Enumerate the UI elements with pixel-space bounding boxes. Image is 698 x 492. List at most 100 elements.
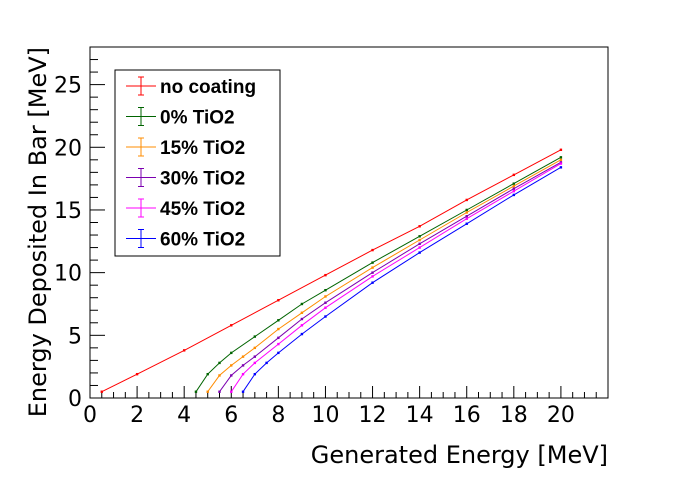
data-point [230, 351, 233, 355]
data-point [465, 217, 468, 220]
data-point [559, 158, 563, 162]
data-point [135, 372, 139, 376]
data-point [324, 273, 327, 277]
legend-box [114, 69, 281, 257]
x-tick-label: 18 [500, 403, 528, 428]
legend-entry: no coating [126, 76, 256, 98]
data-point [465, 215, 468, 218]
data-point [265, 361, 268, 365]
legend-label: 30% TiO2 [160, 169, 245, 190]
x-axis-title: Generated Energy [MeV] [311, 441, 608, 469]
data-point [418, 225, 421, 228]
y-tick-label: 20 [54, 136, 82, 161]
data-point [253, 372, 257, 376]
data-point [371, 261, 374, 264]
data-point [218, 361, 221, 365]
x-tick-label: 0 [83, 403, 97, 428]
data-point [253, 335, 257, 338]
data-point [182, 349, 186, 352]
data-point [277, 299, 280, 302]
axes: 0 2 4 6 8 10 12 14 16 18 20 0 5 10 15 20 25 [54, 46, 609, 428]
data-point [277, 327, 280, 331]
legend-label: 15% TiO2 [160, 138, 245, 159]
x-tick-label: 14 [406, 403, 434, 428]
data-point [253, 346, 257, 350]
data-point [300, 302, 304, 306]
data-point [230, 364, 233, 367]
series-0 [100, 148, 563, 393]
data-point [512, 173, 516, 177]
data-point [277, 351, 280, 355]
data-point [218, 374, 221, 377]
data-point [324, 315, 327, 318]
series-2 [206, 158, 563, 393]
series-3 [218, 161, 563, 393]
data-point [277, 342, 280, 346]
data-point [300, 332, 304, 336]
data-point [371, 275, 374, 278]
y-tick-label: 15 [54, 199, 82, 224]
data-point [324, 306, 327, 309]
x-tick-label: 16 [453, 403, 481, 428]
data-point [230, 374, 233, 377]
data-point [465, 222, 468, 225]
x-tick-label: 8 [271, 403, 285, 428]
x-tick-label: 2 [130, 403, 144, 428]
x-tick-label: 20 [547, 403, 575, 428]
data-point [206, 390, 209, 393]
series-4 [230, 162, 563, 393]
data-point [559, 161, 563, 164]
data-point [559, 166, 563, 169]
x-tick-label: 12 [359, 403, 387, 428]
legend-label: 45% TiO2 [160, 199, 245, 220]
data-point [324, 301, 327, 304]
series-5 [241, 166, 563, 393]
series-layer [100, 148, 563, 393]
legend-entry: 0% TiO2 [126, 107, 235, 129]
data-point [371, 271, 374, 274]
data-point [559, 156, 563, 159]
data-point [230, 324, 233, 327]
data-point [253, 355, 257, 358]
legend: no coating 0% TiO2 15% TiO2 30% TiO2 45% TiO… [114, 69, 281, 257]
data-point [206, 372, 209, 376]
x-tick-label: 4 [177, 403, 191, 428]
data-point [241, 364, 245, 367]
data-point [277, 319, 280, 322]
data-point [371, 248, 374, 252]
data-point [465, 198, 468, 202]
legend-entry: 30% TiO2 [126, 168, 245, 190]
data-point [241, 355, 245, 358]
legend-label: 0% TiO2 [160, 108, 235, 129]
data-point [371, 266, 374, 269]
data-point [218, 390, 221, 393]
data-point [418, 235, 421, 238]
data-point [418, 238, 421, 242]
legend-label: 60% TiO2 [160, 230, 245, 251]
data-point [559, 162, 563, 165]
data-point [300, 324, 304, 327]
data-point [465, 208, 468, 212]
data-point [277, 336, 280, 340]
y-tick-label: 5 [68, 324, 82, 349]
data-point [512, 182, 516, 185]
y-tick-label: 0 [68, 387, 82, 412]
y-tick-label: 10 [54, 262, 82, 287]
legend-label: no coating [160, 77, 256, 98]
data-point [300, 311, 304, 314]
data-point [559, 148, 563, 151]
series-line [219, 161, 562, 392]
data-point [371, 281, 374, 284]
data-point [512, 184, 516, 188]
series-1 [194, 156, 563, 393]
data-point [324, 295, 327, 298]
legend-entry: 45% TiO2 [126, 198, 245, 220]
data-point [512, 193, 516, 197]
legend-entry: 15% TiO2 [126, 137, 245, 159]
data-point [512, 187, 516, 190]
legend-entry: 60% TiO2 [126, 229, 245, 251]
data-point [465, 211, 468, 214]
x-tick-label: 6 [224, 403, 238, 428]
